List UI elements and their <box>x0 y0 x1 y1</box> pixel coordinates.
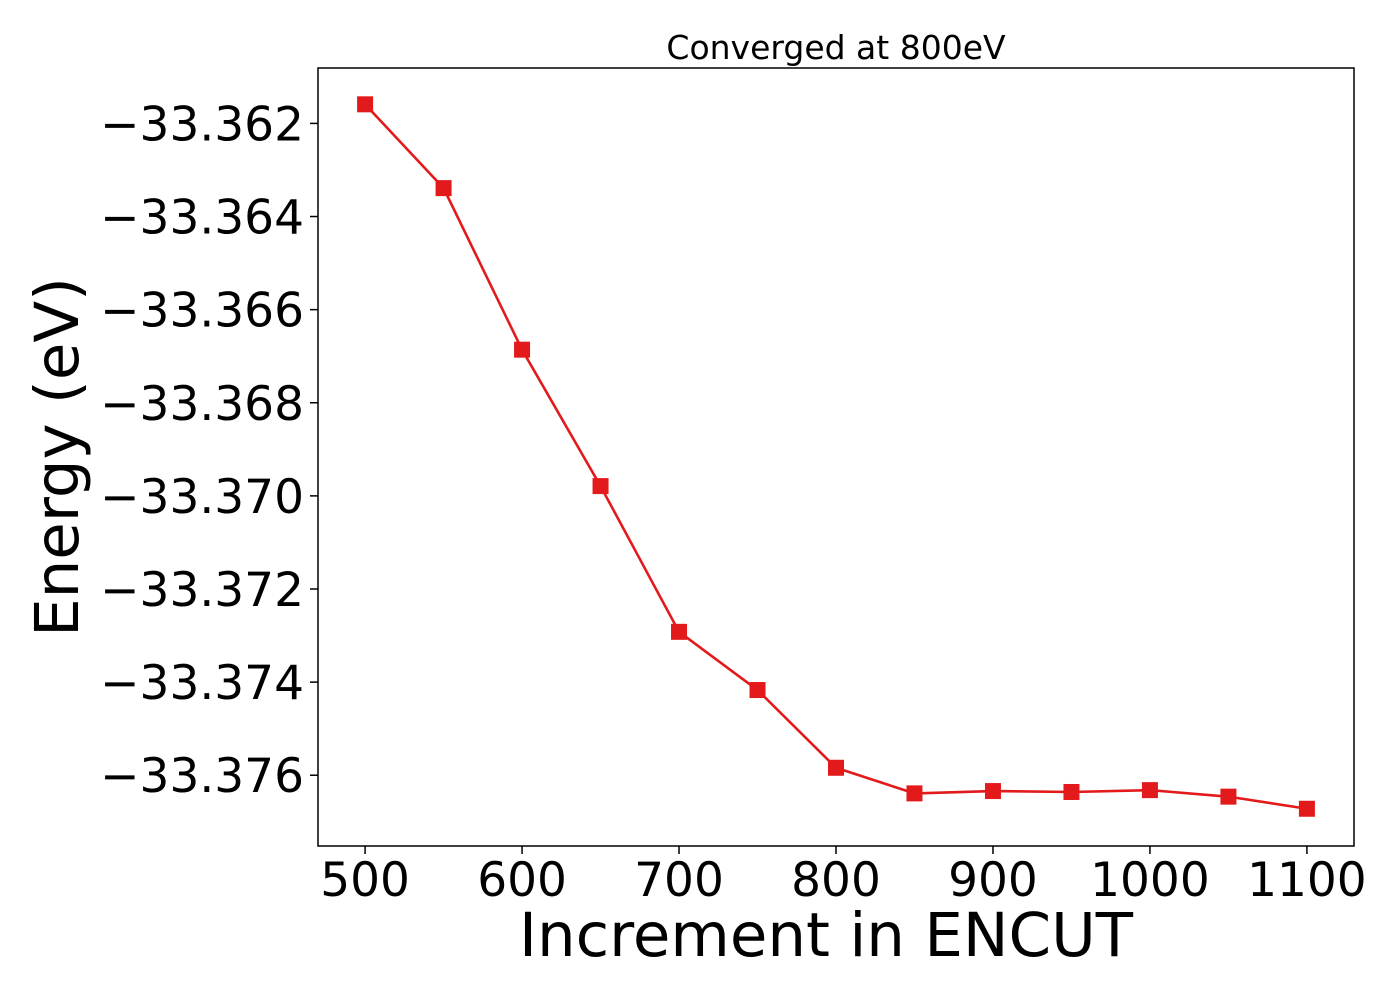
plot-area-frame <box>317 67 1355 847</box>
y-tick-label: −33.366 <box>100 284 304 339</box>
data-point-marker <box>435 180 452 197</box>
y-tick-label: −33.374 <box>100 656 304 711</box>
y-tick-label: −33.372 <box>100 563 304 618</box>
y-axis-ticks: −33.362 −33.364 −33.366 −33.368 −33.370 −33.3… <box>100 97 318 804</box>
x-tick-label: 600 <box>477 853 567 908</box>
data-point-marker <box>906 785 923 802</box>
x-tick-label: 700 <box>634 853 724 908</box>
series-layer <box>357 96 1315 817</box>
data-point-marker <box>984 783 1001 800</box>
data-point-marker <box>1298 800 1315 817</box>
data-point-marker <box>357 96 374 113</box>
y-tick-label: −33.364 <box>100 191 304 246</box>
x-tick-label: 900 <box>948 853 1038 908</box>
data-point-marker <box>514 341 531 358</box>
chart-title: Converged at 800eV <box>666 28 1006 67</box>
y-tick-label: −33.362 <box>100 97 304 152</box>
data-point-marker <box>1141 782 1158 799</box>
data-point-marker <box>828 759 844 776</box>
data-point-marker <box>749 682 766 699</box>
data-point-marker <box>592 478 609 495</box>
data-point-marker <box>1220 788 1237 805</box>
y-tick-label: −33.368 <box>100 377 304 432</box>
data-point-marker <box>1063 783 1080 800</box>
y-tick-label: −33.370 <box>100 470 304 525</box>
y-tick-label: −33.376 <box>100 749 304 804</box>
x-tick-label: 1000 <box>1090 853 1210 908</box>
x-tick-label: 800 <box>791 853 881 908</box>
data-point-marker <box>671 623 688 640</box>
x-tick-label: 500 <box>320 853 410 908</box>
x-axis-ticks: 500 600 700 800 900 1000 1100 <box>320 846 1367 908</box>
x-axis-label: Increment in ENCUT <box>519 900 1134 971</box>
x-tick-label: 1100 <box>1247 853 1367 908</box>
y-axis-label: Energy (eV) <box>22 277 93 637</box>
